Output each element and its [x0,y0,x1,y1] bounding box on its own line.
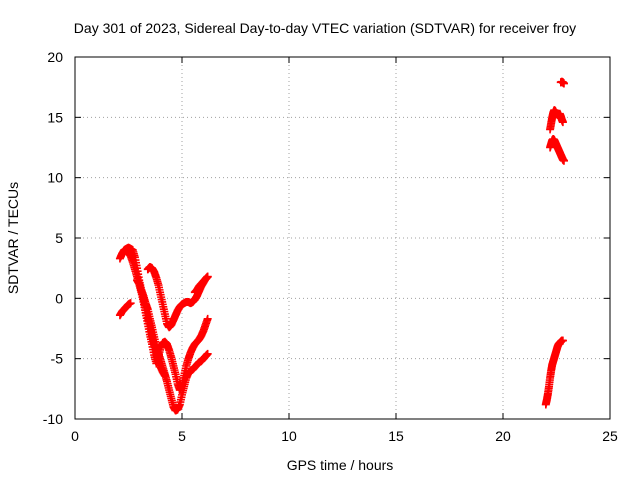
y-axis-label: SDTVAR / TECUs [5,182,21,294]
x-tick-label: 15 [388,428,404,444]
data-point [126,299,135,308]
x-tick-label: 0 [71,428,79,444]
data-point [559,156,568,165]
data-point [160,371,169,380]
data-point [203,272,212,281]
data-point [559,79,568,88]
y-tick-label: 10 [47,170,63,186]
data-point [203,349,212,358]
data-point [203,314,212,323]
y-tick-label: 0 [55,290,63,306]
data-point [558,118,567,127]
y-tick-label: 15 [47,109,63,125]
y-tick-label: 5 [55,230,63,246]
data-point [558,336,567,345]
x-tick-label: 10 [281,428,297,444]
chart-title: Day 301 of 2023, Sidereal Day-to-day VTE… [74,20,576,36]
grid [75,57,610,419]
x-axis-label: GPS time / hours [287,457,394,473]
x-tick-label: 5 [178,428,186,444]
y-tick-label: -10 [43,411,63,427]
axis-ticks: 0 5 10 15 20 25 -10 -5 0 5 10 15 20 [43,49,618,444]
y-tick-label: -5 [51,351,64,367]
y-tick-label: 20 [47,49,63,65]
data-points [115,77,568,415]
x-tick-label: 20 [495,428,511,444]
x-tick-label: 25 [602,428,618,444]
